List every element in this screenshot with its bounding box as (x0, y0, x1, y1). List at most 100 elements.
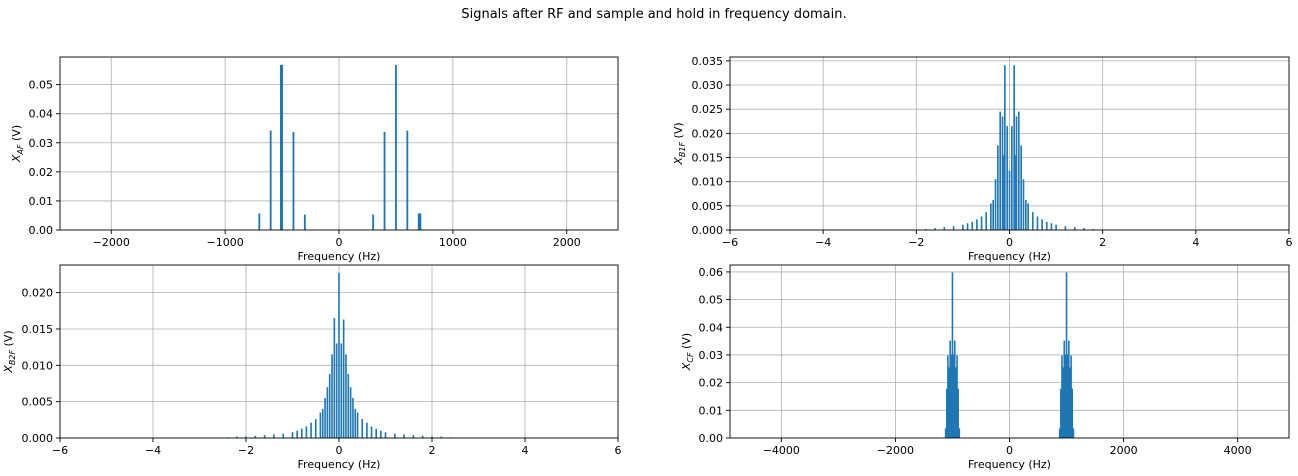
y-tick-label: 0.03 (29, 137, 54, 150)
bar (945, 388, 948, 438)
y-axis-label: XAF (V) (10, 125, 25, 163)
bar (372, 214, 375, 230)
bar (300, 428, 303, 438)
bar (1020, 145, 1022, 230)
y-axis-label: XB1F (V) (672, 122, 687, 165)
bar (235, 436, 238, 438)
bar (990, 203, 992, 230)
subplot-xb1f: −6 −4 −2 0 2 4 6 0.000 0.005 0.010 0.015 0.020 0.025… (672, 55, 1293, 263)
bar (349, 387, 352, 438)
x-tick-label: −6 (722, 236, 738, 249)
y-axis-label: XB2F (V) (2, 330, 17, 373)
bar (1008, 170, 1011, 230)
x-tick-label: 2000 (553, 236, 581, 249)
bar (1072, 428, 1075, 438)
bar (245, 436, 247, 438)
bar (1050, 223, 1053, 230)
bar (366, 422, 368, 438)
x-tick-label: 2 (1099, 236, 1106, 249)
bar (384, 432, 387, 438)
bar (1041, 219, 1043, 230)
bar (957, 388, 959, 438)
y-tick-label: 0.01 (29, 195, 54, 208)
bar (1060, 388, 1062, 438)
bar (948, 367, 950, 438)
bar (291, 432, 294, 438)
bar (340, 343, 343, 438)
bar (994, 179, 997, 230)
x-tick-label: 2000 (1110, 444, 1138, 457)
bar (319, 412, 322, 438)
y-tick-label: 0.02 (29, 166, 54, 179)
y-tick-label: 0.010 (22, 359, 54, 372)
bar (263, 435, 266, 438)
bar (375, 428, 378, 438)
bar (1024, 200, 1027, 230)
bar (952, 226, 955, 230)
bar (431, 436, 433, 438)
x-tick-label: 4000 (1224, 444, 1252, 457)
bar (997, 145, 999, 230)
bar (406, 130, 409, 230)
y-tick-label: 0.05 (699, 294, 724, 307)
bar (1001, 116, 1004, 230)
x-axis-label: Frequency (Hz) (968, 250, 1051, 263)
bar (1063, 340, 1066, 438)
bar (1011, 126, 1013, 230)
bar (356, 412, 359, 438)
bar (370, 426, 373, 438)
bar (280, 64, 282, 230)
subplot-xcf: −4000 −2000 0 2000 4000 0.00 0.01 0.02 0.03 0.04 0… (680, 264, 1290, 471)
bar (296, 430, 298, 438)
bar (980, 216, 983, 230)
bar (417, 213, 420, 230)
bar (393, 433, 396, 438)
bar (383, 132, 386, 230)
bar (934, 228, 936, 230)
bar (331, 354, 333, 438)
bar (361, 419, 364, 438)
x-tick-label: −6 (52, 444, 68, 457)
bar (1068, 340, 1070, 438)
bar (1064, 354, 1067, 438)
y-tick-label: 0.02 (699, 377, 724, 390)
bar (1064, 226, 1067, 230)
bar (254, 435, 257, 438)
y-tick-label: 0.030 (692, 79, 724, 92)
bar (1031, 212, 1034, 230)
bar (1018, 111, 1020, 230)
bar (1027, 203, 1029, 230)
x-tick-label: 0 (1006, 444, 1013, 457)
bar (971, 221, 974, 230)
bar (310, 422, 312, 438)
bar (1014, 155, 1016, 230)
y-tick-label: 0.035 (692, 55, 724, 68)
bar (403, 434, 405, 438)
y-tick-label: 0.05 (29, 79, 54, 92)
y-tick-label: 0.005 (692, 200, 724, 213)
bar (1065, 272, 1068, 438)
y-tick-label: 0.015 (22, 323, 54, 336)
bar (1061, 355, 1063, 438)
x-tick-label: −2000 (877, 444, 914, 457)
bar (1073, 227, 1076, 230)
y-tick-label: 0.005 (22, 396, 54, 409)
bar (1004, 65, 1006, 230)
x-tick-label: 2 (429, 444, 436, 457)
x-tick-label: 0 (1006, 236, 1013, 249)
bar (1058, 428, 1061, 438)
bar (269, 130, 272, 230)
bar (1066, 354, 1069, 438)
x-tick-label: −2 (238, 444, 254, 457)
bar (952, 354, 955, 438)
bar (419, 213, 422, 230)
x-tick-label: −4 (145, 444, 161, 457)
x-axis-label: Frequency (Hz) (298, 458, 381, 471)
bar (951, 272, 954, 438)
x-axis-label: Frequency (Hz) (968, 458, 1051, 471)
bar (342, 319, 345, 438)
x-tick-label: 6 (615, 444, 622, 457)
bar (958, 428, 961, 438)
x-axis-label: Frequency (Hz) (298, 250, 381, 263)
bar (985, 212, 988, 230)
